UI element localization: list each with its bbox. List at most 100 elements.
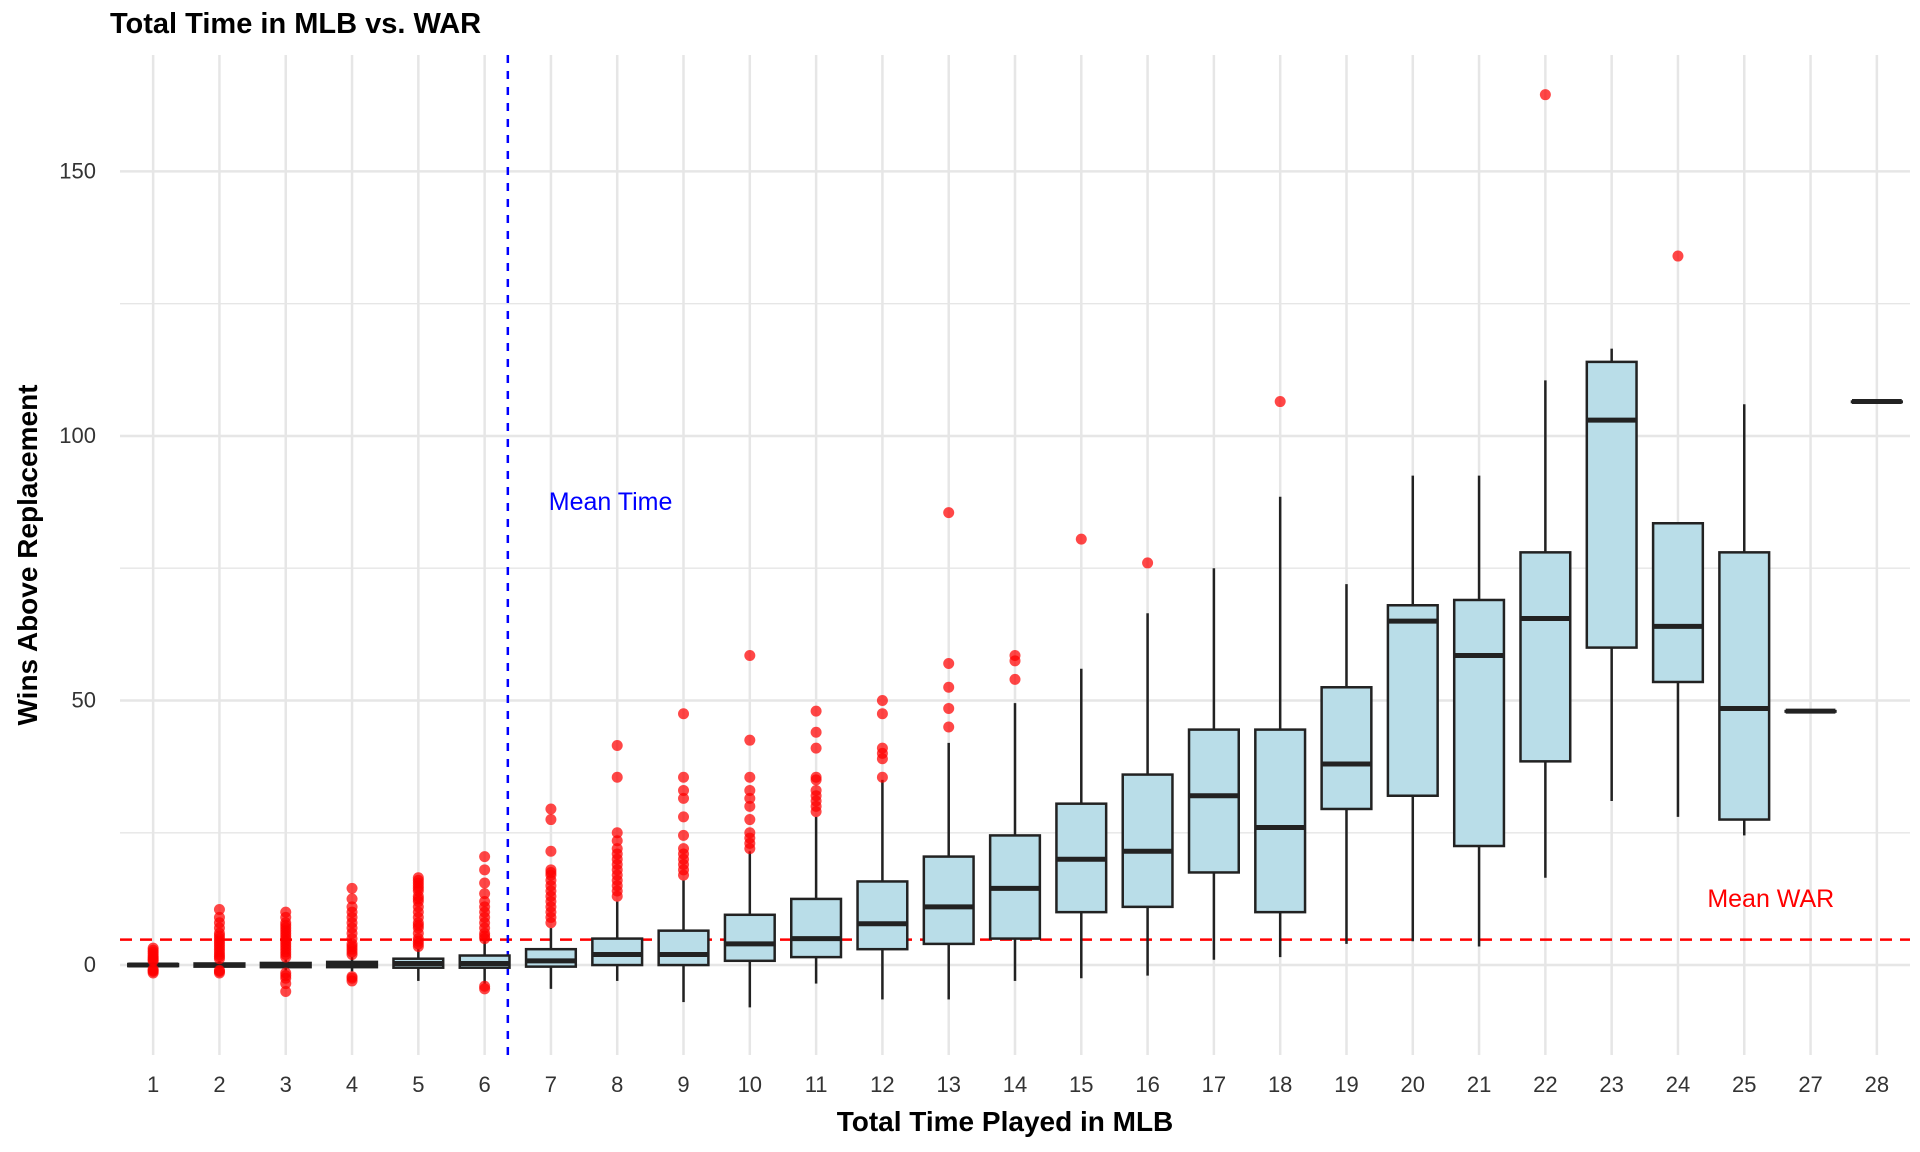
box-15 <box>1055 668 1108 979</box>
box-body <box>657 929 710 967</box>
outlier-point <box>280 906 292 918</box>
outlier-point <box>876 742 888 754</box>
box-body <box>790 897 843 959</box>
outlier-point <box>1075 533 1087 545</box>
outlier-point <box>213 903 225 915</box>
outlier-point <box>744 827 756 839</box>
outlier-point <box>810 705 822 717</box>
x-tick-label: 6 <box>479 1072 491 1097</box>
outlier-point <box>545 814 557 826</box>
box-body <box>856 880 909 951</box>
outlier-point <box>678 708 690 720</box>
x-tick-label: 13 <box>936 1072 960 1097</box>
outlier-point <box>479 877 491 889</box>
box-body <box>1718 551 1771 821</box>
x-tick-label: 20 <box>1401 1072 1425 1097</box>
outlier-point <box>744 650 756 662</box>
outlier-point <box>611 843 623 855</box>
outlier-point <box>876 695 888 707</box>
box-8 <box>591 901 644 981</box>
x-tick-label: 25 <box>1732 1072 1756 1097</box>
x-tick-label: 2 <box>213 1072 225 1097</box>
x-tick-label: 10 <box>738 1072 762 1097</box>
box-body <box>922 855 975 946</box>
outlier-point <box>943 721 955 733</box>
box-14 <box>988 703 1042 981</box>
x-tick-label: 1 <box>147 1072 159 1097</box>
outlier-point <box>678 843 690 855</box>
outlier-point <box>213 964 225 976</box>
y-tick-label: 50 <box>72 688 96 713</box>
x-tick-label: 23 <box>1599 1072 1623 1097</box>
outlier-point <box>744 800 756 812</box>
x-tick-label: 27 <box>1798 1072 1822 1097</box>
outlier-point <box>346 882 358 894</box>
y-tick-label: 150 <box>59 158 96 183</box>
outlier-point <box>678 784 690 796</box>
outlier-point <box>479 980 491 992</box>
outlier-point <box>1142 557 1154 569</box>
outlier-point <box>744 784 756 796</box>
outlier-point <box>876 771 888 783</box>
box-7 <box>524 928 578 989</box>
outlier-point <box>147 963 159 975</box>
outlier-point <box>810 726 822 738</box>
x-axis-title: Total Time Played in MLB <box>837 1106 1174 1137</box>
outlier-point <box>280 986 292 998</box>
box-body <box>1519 551 1572 763</box>
x-tick-label: 24 <box>1666 1072 1690 1097</box>
box-body <box>1121 773 1174 909</box>
box-16 <box>1121 613 1174 976</box>
outlier-point <box>479 896 491 908</box>
x-tick-label: 7 <box>545 1072 557 1097</box>
box-10 <box>723 851 776 1008</box>
x-tick-label: 15 <box>1069 1072 1093 1097</box>
box-27 <box>1784 708 1837 714</box>
x-tick-label: 21 <box>1467 1072 1491 1097</box>
box-20 <box>1386 475 1439 942</box>
outlier-point <box>346 971 358 983</box>
box-body <box>1452 598 1506 848</box>
outlier-point <box>744 734 756 746</box>
y-tick-label: 100 <box>59 423 96 448</box>
x-tick-label: 9 <box>677 1072 689 1097</box>
box-6 <box>458 941 511 984</box>
box-25 <box>1718 404 1771 836</box>
y-tick-label: 0 <box>84 952 96 977</box>
outlier-point <box>280 967 292 979</box>
box-22 <box>1519 380 1572 878</box>
outlier-point <box>545 803 557 815</box>
outlier-point <box>611 835 623 847</box>
box-12 <box>856 779 909 1000</box>
mean-time-label: Mean Time <box>549 488 673 516</box>
outlier-point <box>810 771 822 783</box>
x-tick-label: 3 <box>280 1072 292 1097</box>
box-17 <box>1187 568 1241 960</box>
outlier-point <box>744 792 756 804</box>
outlier-point <box>147 942 159 954</box>
outlier-point <box>810 784 822 796</box>
box-body <box>1187 728 1241 874</box>
outlier-point <box>678 811 690 823</box>
outlier-point <box>744 771 756 783</box>
x-tick-label: 14 <box>1003 1072 1027 1097</box>
outlier-point <box>346 893 358 905</box>
y-axis-title: Wins Above Replacement <box>12 384 43 725</box>
x-tick-label: 12 <box>870 1072 894 1097</box>
x-tick-label: 11 <box>805 1072 828 1097</box>
outlier-point <box>1274 396 1286 408</box>
box-5 <box>392 949 445 981</box>
outlier-point <box>545 845 557 857</box>
boxes <box>127 348 1903 1008</box>
chart-title: Total Time in MLB vs. WAR <box>110 8 482 40</box>
outlier-point <box>611 771 623 783</box>
outlier-point <box>744 814 756 826</box>
box-19 <box>1320 584 1373 944</box>
x-tick-label: 17 <box>1202 1072 1226 1097</box>
outlier-point <box>479 851 491 863</box>
box-body <box>1585 360 1638 649</box>
outlier-point <box>479 864 491 876</box>
outlier-point <box>810 742 822 754</box>
